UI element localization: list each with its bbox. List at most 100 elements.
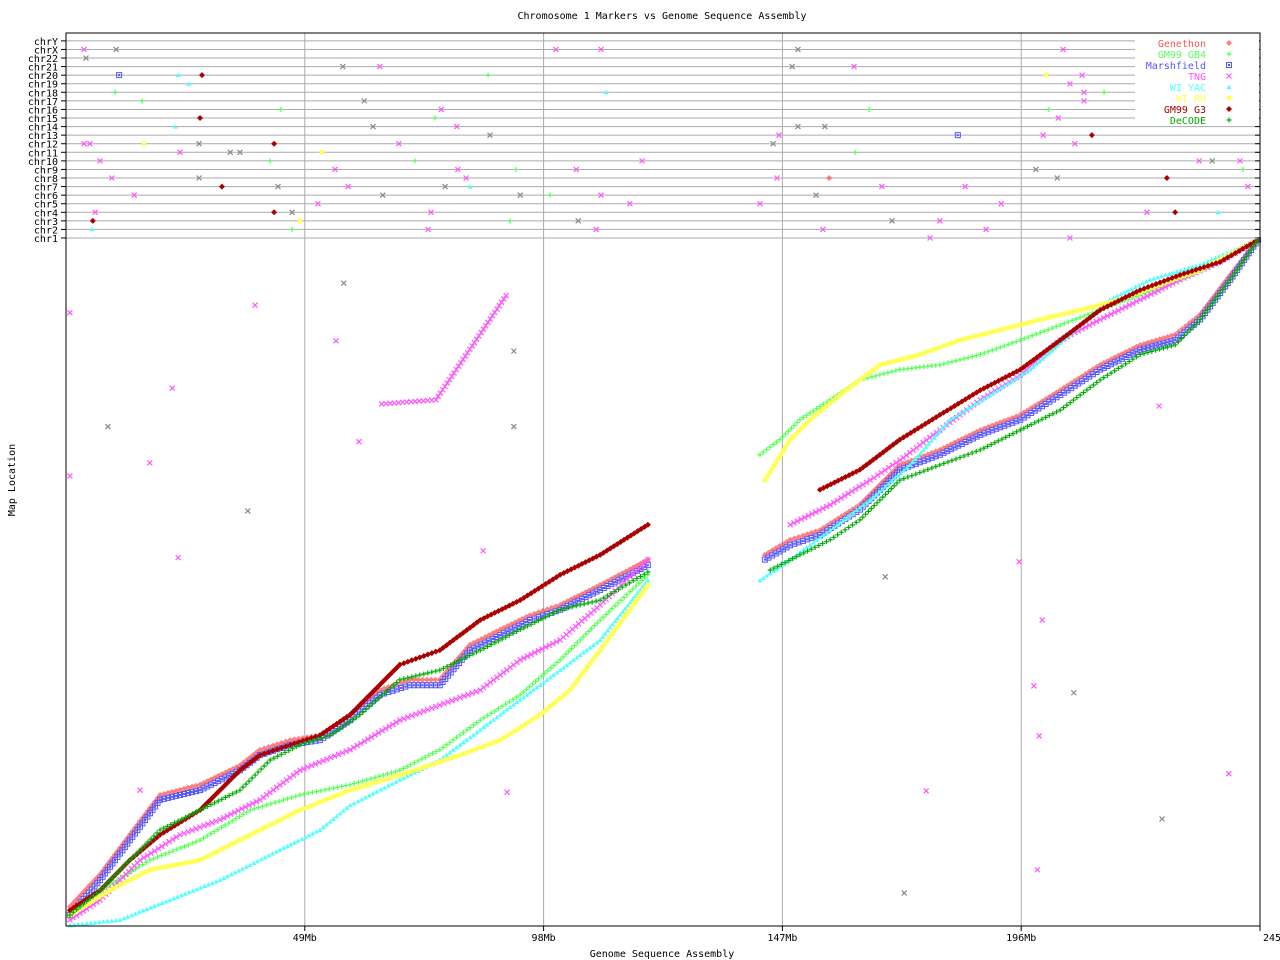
trend-marker [428,705,435,712]
trend-marker [201,822,207,829]
trend-marker [778,561,784,567]
trend-marker [389,775,395,781]
data-point [517,697,523,702]
trend-marker [240,784,246,790]
trend-marker [1003,434,1009,440]
trend-marker [771,462,777,468]
trend-marker [340,808,346,813]
trend-marker [222,822,228,828]
trend-marker [1133,298,1140,305]
trend-marker [1086,322,1093,329]
trend-marker [786,558,792,564]
trend-marker [783,444,789,450]
off-chromosome-point [1040,132,1047,139]
trend-marker [532,619,538,625]
trend-marker [554,660,560,666]
trend-marker [213,879,219,884]
trend-marker [125,878,131,884]
trend-marker [604,593,610,599]
trend-marker [362,794,368,800]
trend-marker [88,920,94,926]
data-point [347,746,354,753]
trend-marker [471,732,477,737]
trend-marker [330,816,336,821]
trend-marker [844,387,850,393]
off-chromosome-point [889,217,895,224]
trend-marker [327,754,334,761]
trend-marker [222,844,228,850]
trend-marker [810,408,816,414]
trend-marker [215,826,221,832]
trend-marker [580,650,586,655]
off-chromosome-point [575,217,582,224]
trend-marker [264,760,270,766]
trend-marker [915,453,921,458]
trend-marker [1089,320,1096,327]
trend-marker [881,361,887,367]
data-point [297,792,303,798]
trend-marker [432,676,439,683]
trend-marker [314,789,320,795]
trend-marker [499,703,505,709]
off-chromosome-point [1196,157,1203,164]
trend-marker [581,601,587,607]
trend-marker [87,896,93,902]
trend-marker [462,353,469,360]
trend-marker [481,715,487,721]
trend-marker [211,850,217,856]
trend-marker [405,675,411,681]
trend-marker [236,814,242,820]
trend-marker [469,690,476,696]
trend-marker [885,370,891,376]
trend-marker [151,833,157,839]
data-point [997,327,1003,333]
trend-marker [780,448,786,454]
trend-marker [620,609,626,614]
data-point [797,417,803,423]
series-tng [66,237,1261,923]
trend-marker [585,664,591,670]
trend-marker [957,454,963,460]
trend-marker [350,716,356,722]
trend-marker [973,333,979,339]
trend-marker [891,483,897,489]
off-chromosome-point [936,217,943,224]
trend-marker [863,479,870,486]
data-point [197,837,203,843]
trend-marker [457,694,463,701]
trend-marker [905,474,911,480]
trend-marker [368,781,374,787]
trend-marker [193,825,199,832]
trend-marker [92,896,98,902]
trend-marker [577,637,583,643]
off-chromosome-point [370,123,376,130]
data-point [757,452,763,458]
data-point [757,577,763,583]
trend-marker [636,580,642,586]
off-chromosome-point [813,192,819,199]
trend-marker [1148,343,1155,350]
trend-marker [77,904,83,910]
trend-marker [621,615,627,621]
off-chromosome-point [1209,157,1216,164]
trend-marker [75,921,81,927]
trend-marker [488,710,494,716]
trend-marker [308,762,315,769]
off-chromosome-point [927,235,933,241]
trend-marker [504,707,510,712]
trend-marker [615,600,621,606]
data-point [397,677,403,683]
trend-marker [100,892,106,898]
data-point [117,917,123,922]
off-chromosome-point [395,140,402,147]
trend-marker [604,637,610,643]
trend-marker [1009,324,1015,330]
trend-marker [1021,321,1027,327]
data-point [217,877,223,883]
trend-marker [201,835,207,841]
data-point [1137,346,1144,353]
trend-marker [209,819,215,826]
trend-marker [531,687,537,692]
trend-marker [378,787,384,792]
trend-marker [273,784,280,791]
